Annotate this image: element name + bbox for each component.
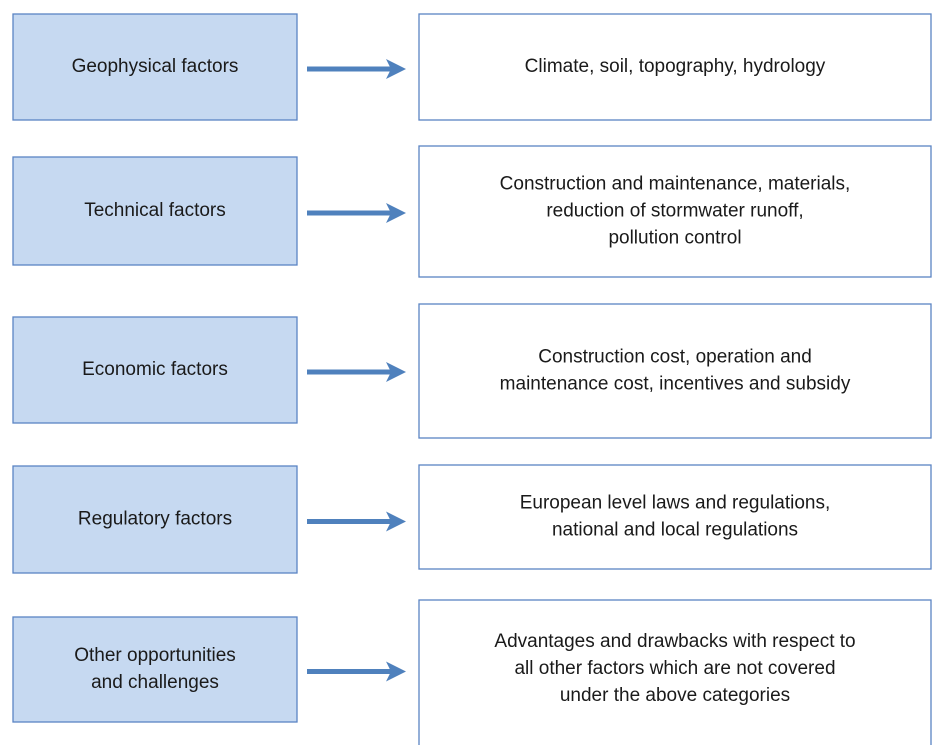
description-text: maintenance cost, incentives and subsidy xyxy=(500,374,851,395)
factor-label: Other opportunities xyxy=(74,645,236,666)
description-text: national and local regulations xyxy=(552,520,798,541)
factor-label: Regulatory factors xyxy=(78,509,232,530)
description-text: European level laws and regulations, xyxy=(520,493,831,514)
factor-label: and challenges xyxy=(91,672,219,693)
factor-label: Technical factors xyxy=(84,200,226,221)
description-text: reduction of stormwater runoff, xyxy=(546,201,803,222)
description-text: Climate, soil, topography, hydrology xyxy=(525,56,826,77)
description-text: Construction and maintenance, materials, xyxy=(500,174,851,195)
factor-box xyxy=(12,316,298,424)
factor-box xyxy=(12,156,298,266)
description-box xyxy=(418,599,932,745)
description-text: pollution control xyxy=(608,228,741,249)
description-box xyxy=(418,303,932,439)
description-box xyxy=(418,145,932,278)
description-text: Construction cost, operation and xyxy=(538,347,812,368)
factor-box xyxy=(12,616,298,723)
description-box xyxy=(418,464,932,570)
description-text: Advantages and drawbacks with respect to xyxy=(494,631,855,652)
factor-box xyxy=(12,13,298,121)
description-box xyxy=(418,13,932,121)
factor-label: Geophysical factors xyxy=(72,56,239,77)
description-text: under the above categories xyxy=(560,685,790,706)
description-text: all other factors which are not covered xyxy=(514,658,835,679)
factor-label: Economic factors xyxy=(82,359,228,380)
factor-box xyxy=(12,465,298,574)
